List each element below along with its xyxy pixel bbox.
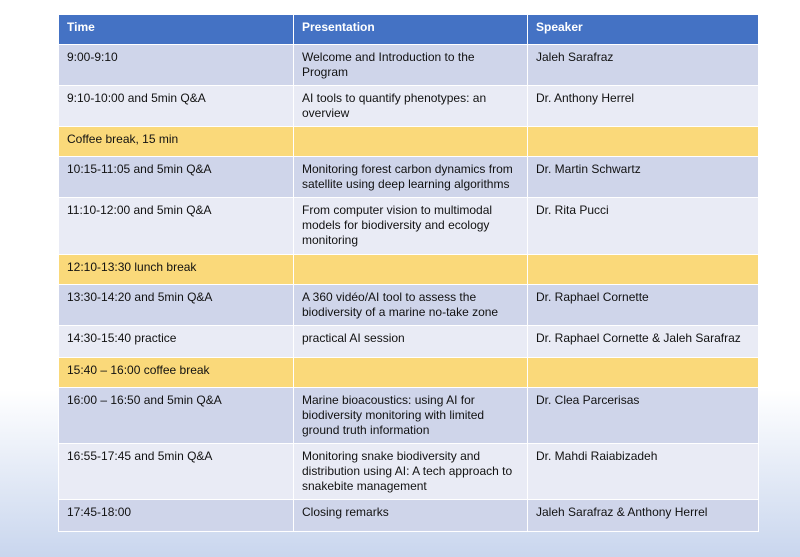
time-cell: Coffee break, 15 min	[58, 126, 294, 157]
speaker-cell	[527, 126, 759, 157]
speaker-cell: Jaleh Sarafraz	[527, 44, 759, 86]
speaker-cell: Dr. Rita Pucci	[527, 197, 759, 255]
schedule-row: Coffee break, 15 min	[58, 126, 759, 157]
presentation-cell: Marine bioacoustics: using AI for biodiv…	[293, 387, 528, 444]
time-cell: 14:30-15:40 practice	[58, 325, 294, 358]
presentation-cell	[293, 357, 528, 388]
time-cell: 9:10-10:00 and 5min Q&A	[58, 85, 294, 127]
time-cell: 16:55-17:45 and 5min Q&A	[58, 443, 294, 500]
schedule-row: 10:15-11:05 and 5min Q&A Monitoring fores…	[58, 156, 759, 198]
time-cell: 12:10-13:30 lunch break	[58, 254, 294, 285]
schedule-row: 15:40 – 16:00 coffee break	[58, 357, 759, 388]
header-cell: Time	[58, 14, 294, 45]
header-cell: Presentation	[293, 14, 528, 45]
schedule-row: 17:45-18:00 Closing remarks Jaleh Sarafraz…	[58, 499, 759, 532]
presentation-cell: Monitoring snake biodiversity and distri…	[293, 443, 528, 500]
presentation-cell: From computer vision to multimodal model…	[293, 197, 528, 255]
speaker-cell: Dr. Martin Schwartz	[527, 156, 759, 198]
presentation-cell: practical AI session	[293, 325, 528, 358]
time-cell: 16:00 – 16:50 and 5min Q&A	[58, 387, 294, 444]
schedule-row: 14:30-15:40 practice practical AI session…	[58, 325, 759, 358]
presentation-cell	[293, 126, 528, 157]
speaker-cell: Jaleh Sarafraz & Anthony Herrel	[527, 499, 759, 532]
time-cell: 13:30-14:20 and 5min Q&A	[58, 284, 294, 326]
presentation-cell: Monitoring forest carbon dynamics from s…	[293, 156, 528, 198]
schedule-table: Time Presentation Speaker 9:00-9:10 Welco…	[58, 14, 759, 532]
speaker-cell	[527, 254, 759, 285]
schedule-row: 13:30-14:20 and 5min Q&A A 360 vidéo/AI t…	[58, 284, 759, 326]
schedule-row: 9:00-9:10 Welcome and Introduction to the…	[58, 44, 759, 86]
speaker-cell: Dr. Anthony Herrel	[527, 85, 759, 127]
presentation-cell: A 360 vidéo/AI tool to assess the biodiv…	[293, 284, 528, 326]
header-row: Time Presentation Speaker	[58, 14, 759, 45]
header-cell: Speaker	[527, 14, 759, 45]
speaker-cell: Dr. Raphael Cornette & Jaleh Sarafraz	[527, 325, 759, 358]
schedule-row: 16:00 – 16:50 and 5min Q&A Marine bioacou…	[58, 387, 759, 444]
speaker-cell	[527, 357, 759, 388]
schedule-row: 11:10-12:00 and 5min Q&A From computer vi…	[58, 197, 759, 255]
presentation-cell: Welcome and Introduction to the Program	[293, 44, 528, 86]
schedule-row: 12:10-13:30 lunch break	[58, 254, 759, 285]
speaker-cell: Dr. Raphael Cornette	[527, 284, 759, 326]
schedule-row: 9:10-10:00 and 5min Q&A AI tools to quant…	[58, 85, 759, 127]
time-cell: 15:40 – 16:00 coffee break	[58, 357, 294, 388]
time-cell: 17:45-18:00	[58, 499, 294, 532]
presentation-cell	[293, 254, 528, 285]
time-cell: 11:10-12:00 and 5min Q&A	[58, 197, 294, 255]
speaker-cell: Dr. Mahdi Raiabizadeh	[527, 443, 759, 500]
time-cell: 9:00-9:10	[58, 44, 294, 86]
presentation-cell: Closing remarks	[293, 499, 528, 532]
schedule-row: 16:55-17:45 and 5min Q&A Monitoring snake…	[58, 443, 759, 500]
speaker-cell: Dr. Clea Parcerisas	[527, 387, 759, 444]
presentation-cell: AI tools to quantify phenotypes: an over…	[293, 85, 528, 127]
time-cell: 10:15-11:05 and 5min Q&A	[58, 156, 294, 198]
